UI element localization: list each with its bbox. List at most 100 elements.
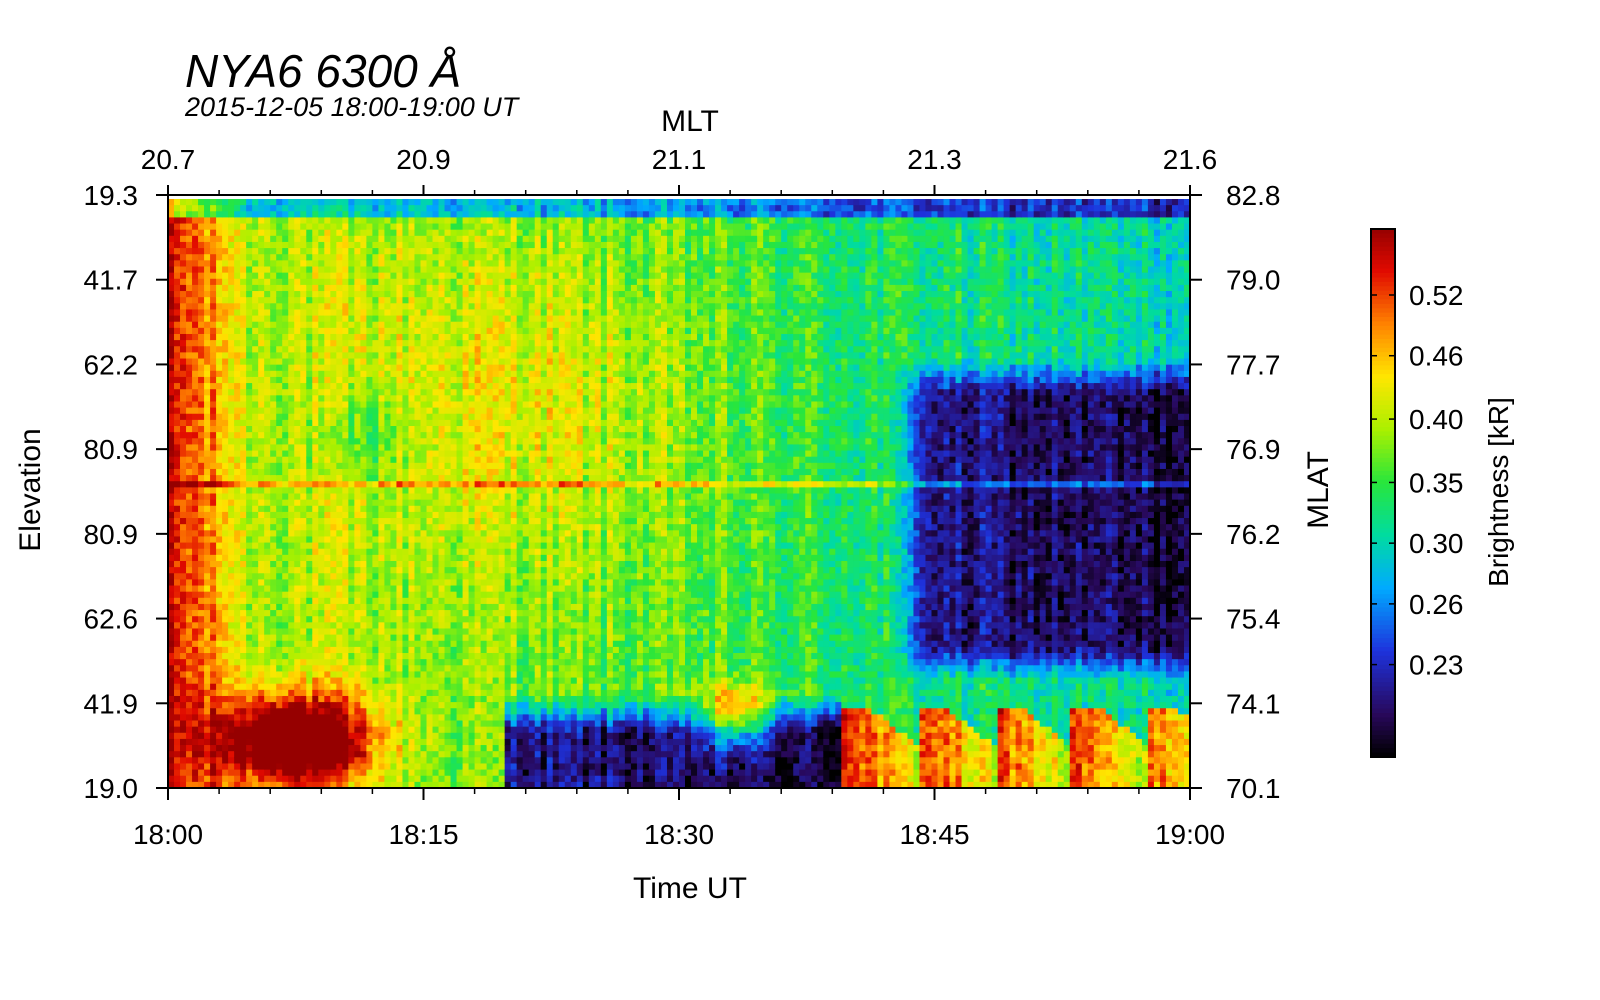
heatmap-cell	[318, 241, 325, 249]
heatmap-cell	[264, 235, 271, 243]
heatmap-cell	[402, 419, 410, 427]
heatmap-cell	[234, 622, 241, 630]
heatmap-cell	[390, 775, 398, 783]
heatmap-cell	[456, 272, 464, 280]
heatmap-cell	[372, 775, 380, 783]
heatmap-cell	[198, 303, 205, 311]
heatmap-cell	[174, 505, 181, 513]
heatmap-cell	[354, 223, 361, 231]
heatmap-cell	[408, 468, 416, 476]
heatmap-cell	[216, 278, 223, 286]
heatmap-cell	[420, 689, 428, 697]
heatmap-cell	[414, 291, 422, 298]
heatmap-cell	[438, 278, 446, 286]
heatmap-cell	[432, 757, 440, 765]
heatmap-cell	[306, 671, 313, 679]
heatmap-cell	[318, 413, 325, 421]
heatmap-cell	[408, 432, 416, 439]
heatmap-cell	[318, 254, 325, 261]
heatmap-cell	[186, 634, 193, 642]
heatmap-cell	[258, 585, 265, 593]
heatmap-cell	[432, 407, 440, 415]
heatmap-cell	[192, 223, 199, 231]
heatmap-cell	[444, 671, 452, 679]
heatmap-cell	[378, 481, 386, 488]
heatmap-cell	[192, 475, 199, 482]
heatmap-cell	[318, 542, 325, 550]
heatmap-cell	[402, 646, 410, 654]
heatmap-cell	[234, 475, 241, 482]
heatmap-cell	[408, 708, 416, 715]
heatmap-cell	[258, 340, 265, 347]
heatmap-cell	[198, 426, 205, 433]
heatmap-cell	[288, 401, 295, 409]
heatmap-cell	[240, 597, 247, 605]
heatmap-cell	[282, 370, 289, 378]
heatmap-cell	[384, 518, 392, 525]
heatmap-cell	[408, 395, 416, 403]
heatmap-cell	[402, 383, 410, 390]
heatmap-cell	[396, 462, 404, 470]
heatmap-cell	[414, 333, 422, 341]
heatmap-cell	[474, 573, 482, 580]
heatmap-cell	[192, 297, 199, 304]
heatmap-cell	[378, 254, 386, 261]
heatmap-cell	[180, 781, 187, 789]
heatmap-cell	[168, 659, 175, 666]
heatmap-cell	[246, 462, 253, 470]
heatmap-cell	[174, 585, 181, 593]
heatmap-cell	[450, 450, 458, 458]
heatmap-cell	[282, 205, 289, 212]
heatmap-cell	[210, 616, 217, 623]
heatmap-cell	[438, 450, 446, 458]
heatmap-cell	[252, 683, 259, 691]
heatmap-cell	[252, 352, 259, 360]
heatmap-cell	[324, 751, 331, 758]
heatmap-cell	[294, 481, 301, 488]
heatmap-cell	[180, 217, 187, 225]
heatmap-cell	[432, 610, 440, 617]
heatmap-cell	[192, 769, 199, 777]
heatmap-cell	[246, 585, 253, 593]
heatmap-cell	[342, 199, 349, 206]
heatmap-cell	[204, 217, 211, 225]
heatmap-cell	[420, 610, 428, 617]
heatmap-cell	[450, 634, 458, 642]
heatmap-cell	[360, 278, 367, 286]
heatmap-cell	[204, 358, 211, 366]
heatmap-cell	[288, 769, 295, 777]
heatmap-cell	[198, 462, 205, 470]
heatmap-cell	[390, 610, 398, 617]
heatmap-cell	[198, 665, 205, 673]
heatmap-cell	[198, 591, 205, 599]
heatmap-cell	[306, 591, 313, 599]
heatmap-cell	[210, 610, 217, 617]
heatmap-cell	[192, 603, 199, 611]
heatmap-cell	[228, 468, 235, 476]
heatmap-cell	[204, 413, 211, 421]
heatmap-cell	[192, 358, 199, 366]
heatmap-cell	[192, 781, 199, 789]
heatmap-cell	[192, 732, 199, 740]
heatmap-cell	[360, 284, 367, 292]
heatmap-cell	[318, 659, 325, 666]
heatmap-cell	[372, 248, 380, 255]
heatmap-cell	[216, 653, 223, 660]
heatmap-cell	[186, 327, 193, 335]
heatmap-cell	[456, 726, 464, 734]
heatmap-cell	[390, 327, 398, 335]
heatmap-cell	[396, 419, 404, 427]
heatmap-cell	[180, 524, 187, 531]
heatmap-cell	[258, 266, 265, 274]
heatmap-cell	[168, 413, 175, 421]
heatmap-cell	[252, 745, 259, 752]
heatmap-cell	[384, 640, 392, 648]
heatmap-cell	[330, 591, 337, 599]
heatmap-cell	[444, 751, 452, 758]
heatmap-cell	[468, 217, 476, 225]
heatmap-cell	[432, 303, 440, 311]
heatmap-cell	[282, 677, 289, 685]
heatmap-cell	[390, 432, 398, 439]
heatmap-cell	[222, 536, 229, 544]
heatmap-cell	[384, 530, 392, 538]
